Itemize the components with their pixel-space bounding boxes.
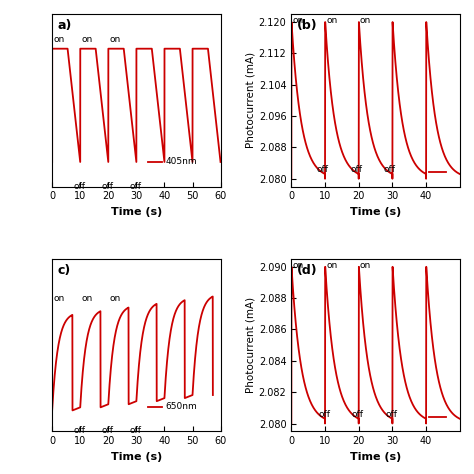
Text: off: off	[129, 427, 141, 436]
X-axis label: Time (s): Time (s)	[111, 207, 162, 217]
Text: on: on	[82, 35, 93, 44]
Text: 650nm: 650nm	[166, 402, 198, 411]
Text: on: on	[54, 294, 65, 303]
Text: off: off	[101, 182, 113, 191]
Text: c): c)	[57, 264, 71, 277]
Text: on: on	[326, 16, 337, 25]
Y-axis label: Photocurrent (mA): Photocurrent (mA)	[246, 297, 256, 393]
Text: off: off	[73, 427, 85, 436]
X-axis label: Time (s): Time (s)	[111, 452, 162, 462]
Text: off: off	[73, 182, 85, 191]
Text: off: off	[318, 410, 330, 419]
X-axis label: Time (s): Time (s)	[350, 207, 401, 217]
Text: on: on	[109, 294, 121, 303]
Text: off: off	[384, 165, 396, 174]
X-axis label: Time (s): Time (s)	[350, 452, 401, 462]
Text: on: on	[292, 261, 303, 270]
Text: off: off	[386, 410, 398, 419]
Text: (b): (b)	[296, 19, 317, 32]
Text: a): a)	[57, 19, 72, 32]
Text: on: on	[82, 294, 93, 303]
Text: (d): (d)	[296, 264, 317, 277]
Text: on: on	[292, 16, 303, 25]
Text: off: off	[352, 410, 364, 419]
Text: on: on	[54, 35, 65, 44]
Text: off: off	[350, 165, 362, 174]
Text: off: off	[129, 182, 141, 191]
Text: on: on	[109, 35, 121, 44]
Y-axis label: Photocurrent (mA): Photocurrent (mA)	[246, 52, 256, 148]
Text: 405nm: 405nm	[166, 157, 198, 166]
Text: off: off	[317, 165, 328, 174]
Text: on: on	[360, 261, 371, 270]
Text: on: on	[360, 16, 371, 25]
Text: on: on	[326, 261, 337, 270]
Text: off: off	[101, 427, 113, 436]
